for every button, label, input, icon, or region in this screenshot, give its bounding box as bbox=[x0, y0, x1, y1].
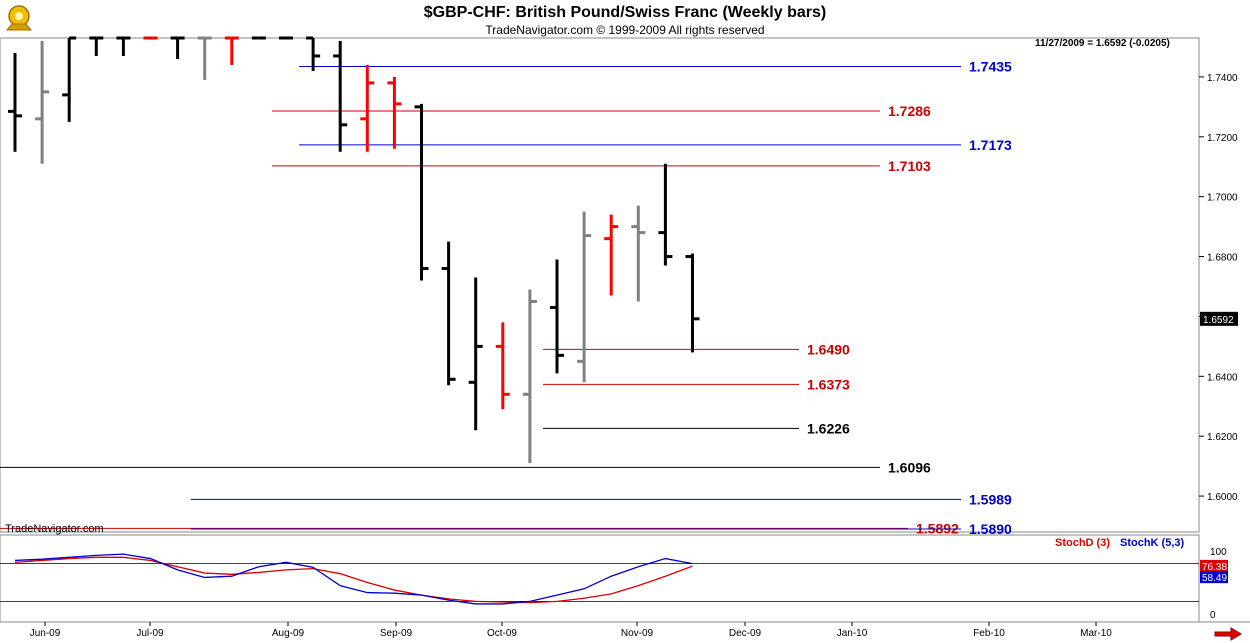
stochd-legend: StochD (3) bbox=[1055, 537, 1110, 549]
axes: 1.74001.72001.70001.68001.66001.64001.62… bbox=[30, 73, 1238, 639]
x-tick-label: Sep-09 bbox=[380, 628, 413, 639]
stoch-tick-label: 0 bbox=[1210, 610, 1216, 621]
x-tick-label: Mar-10 bbox=[1080, 628, 1112, 639]
x-tick-label: Jul-09 bbox=[136, 628, 164, 639]
stochd-value-box bbox=[1200, 559, 1228, 572]
x-tick-label: Jun-09 bbox=[30, 628, 61, 639]
watermark-label: TradeNavigator.com bbox=[5, 523, 104, 535]
x-tick-label: Nov-09 bbox=[621, 628, 654, 639]
price-readout: 11/27/2009 = 1.6592 (-0.0205) bbox=[1035, 38, 1170, 49]
y-tick-label: 1.7000 bbox=[1207, 193, 1238, 204]
stochd-value: 76.38 bbox=[1202, 562, 1227, 573]
price-bars bbox=[8, 36, 700, 464]
level-label: 1.7173 bbox=[969, 137, 1012, 153]
chart-title: $GBP-CHF: British Pound/Swiss Franc (Wee… bbox=[423, 4, 827, 21]
x-tick-label: Oct-09 bbox=[487, 628, 517, 639]
level-label: 1.5892 bbox=[916, 520, 959, 536]
level-label: 1.7286 bbox=[888, 103, 931, 119]
y-tick-label: 1.6200 bbox=[1207, 432, 1238, 443]
last-price-label: 1.6592 bbox=[1203, 315, 1234, 326]
y-tick-label: 1.6000 bbox=[1207, 492, 1238, 503]
stoch-panel-border bbox=[0, 534, 1200, 623]
last-price-box bbox=[1200, 311, 1238, 326]
level-label: 1.5890 bbox=[969, 521, 1012, 537]
y-tick-label: 1.7400 bbox=[1207, 73, 1238, 84]
stochk-value: 58.49 bbox=[1202, 573, 1227, 584]
stoch-tick-label: 100 bbox=[1210, 547, 1227, 558]
level-label: 1.6490 bbox=[807, 341, 850, 357]
level-label: 1.5989 bbox=[969, 491, 1012, 507]
support-resistance-levels: 1.7435 1.7286 1.7173 1.7103 1.6490 1.6373 1.62… bbox=[0, 58, 1012, 537]
x-tick-label: Jan-10 bbox=[837, 628, 868, 639]
x-tick-label: Aug-09 bbox=[272, 628, 305, 639]
stochk-line bbox=[14, 553, 693, 605]
stochk-value-box bbox=[1200, 571, 1228, 584]
chart-subtitle: TradeNavigator.com © 1999-2009 All right… bbox=[485, 23, 765, 37]
level-label: 1.7103 bbox=[888, 158, 931, 174]
x-tick-label: Feb-10 bbox=[973, 628, 1005, 639]
main-panel-border bbox=[0, 37, 1200, 533]
trade-navigator-logo-icon bbox=[5, 5, 33, 31]
chart-frame bbox=[0, 37, 1250, 623]
y-tick-label: 1.6800 bbox=[1207, 253, 1238, 264]
level-label: 1.6373 bbox=[807, 376, 850, 392]
stochk-legend: StochK (5,3) bbox=[1120, 537, 1185, 549]
level-label: 1.6226 bbox=[807, 420, 850, 436]
level-label: 1.6096 bbox=[888, 459, 931, 475]
stochd-line bbox=[14, 556, 693, 604]
y-tick-label: 1.7200 bbox=[1207, 133, 1238, 144]
y-tick-label: 1.6400 bbox=[1207, 372, 1238, 383]
level-label: 1.7435 bbox=[969, 58, 1012, 74]
scroll-right-arrow-icon[interactable] bbox=[1213, 627, 1243, 641]
x-tick-label: Dec-09 bbox=[729, 628, 762, 639]
